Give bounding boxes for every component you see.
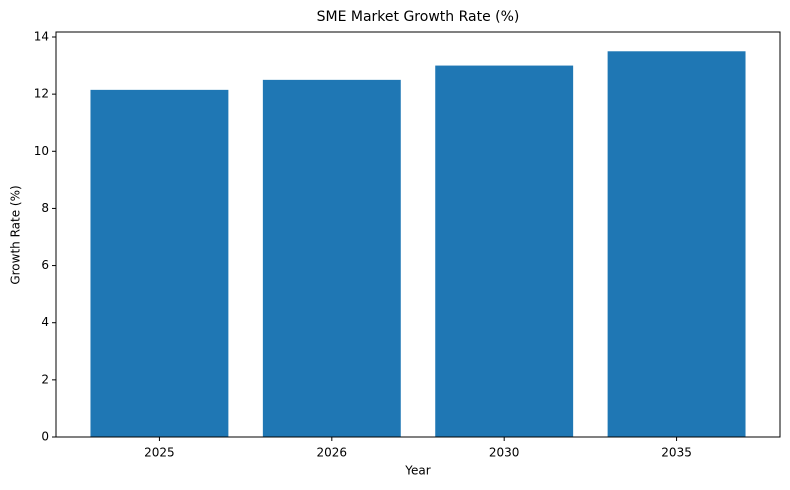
x-tick-label: 2035 — [661, 446, 692, 460]
bar — [607, 51, 746, 438]
bar — [90, 89, 229, 437]
y-tick-label: 6 — [41, 258, 49, 272]
y-tick-label: 14 — [34, 30, 49, 44]
y-tick-label: 12 — [34, 87, 49, 101]
bar — [262, 79, 401, 437]
chart-title: SME Market Growth Rate (%) — [317, 9, 520, 25]
y-tick-label: 10 — [34, 144, 49, 158]
y-tick-label: 0 — [41, 430, 49, 444]
x-tick-label: 2030 — [489, 446, 520, 460]
y-axis-label: Growth Rate (%) — [9, 185, 23, 284]
x-axis-label: Year — [404, 464, 430, 478]
x-tick-label: 2025 — [144, 446, 175, 460]
y-tick-label: 4 — [41, 315, 49, 329]
plot-frame — [55, 31, 781, 438]
y-tick-label: 2 — [41, 372, 49, 386]
bar — [435, 65, 574, 438]
x-tick-label: 2026 — [317, 446, 348, 460]
y-tick-label: 8 — [41, 201, 49, 215]
